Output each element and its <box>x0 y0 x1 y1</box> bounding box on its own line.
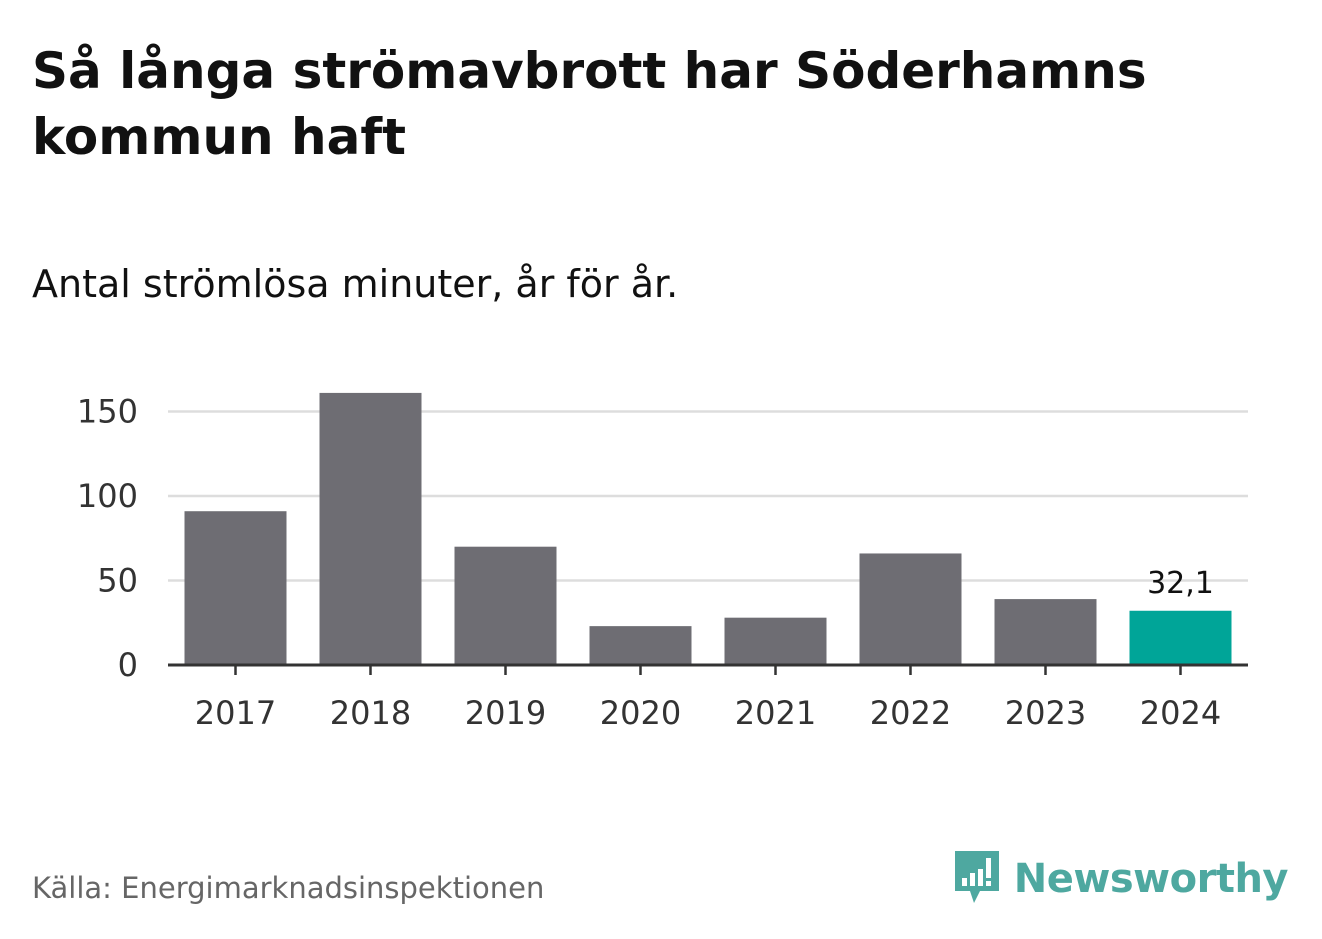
bar-2018 <box>319 392 422 665</box>
bar-chart-speech-bubble-icon <box>952 848 1002 910</box>
x-tick-label: 2022 <box>870 694 951 732</box>
chart-title: Så långa strömavbrott har Söderhamns kom… <box>32 42 1147 166</box>
bar-2024 <box>1129 610 1232 665</box>
brand-name: Newsworthy <box>1013 856 1289 902</box>
x-tick-label: 2024 <box>1140 694 1221 732</box>
bar-2017 <box>184 511 287 665</box>
data-label: 32,1 <box>1147 566 1214 601</box>
y-tick-label: 0 <box>118 646 138 684</box>
bar-2019 <box>454 546 557 665</box>
x-tick-label: 2018 <box>330 694 411 732</box>
bar-2021 <box>724 617 827 665</box>
x-tick-label: 2023 <box>1005 694 1086 732</box>
chart-subtitle: Antal strömlösa minuter, år för år. <box>32 262 679 306</box>
x-tick-label: 2019 <box>465 694 546 732</box>
x-tick-label: 2021 <box>735 694 816 732</box>
source-note: Källa: Energimarknadsinspektionen <box>32 871 545 905</box>
bar-2023 <box>994 599 1097 665</box>
x-tick-label: 2017 <box>195 694 276 732</box>
bar-2022 <box>859 553 962 665</box>
x-tick-label: 2020 <box>600 694 681 732</box>
y-tick-label: 50 <box>97 562 138 600</box>
bar-chart: 0 50 100 150 2017 2018 2019 2020 2021 2022 2023 202… <box>77 392 1248 732</box>
y-tick-label: 150 <box>77 393 138 431</box>
brand-logo: Newsworthy <box>952 848 1289 910</box>
bar-2020 <box>589 626 692 665</box>
y-tick-label: 100 <box>77 477 138 515</box>
